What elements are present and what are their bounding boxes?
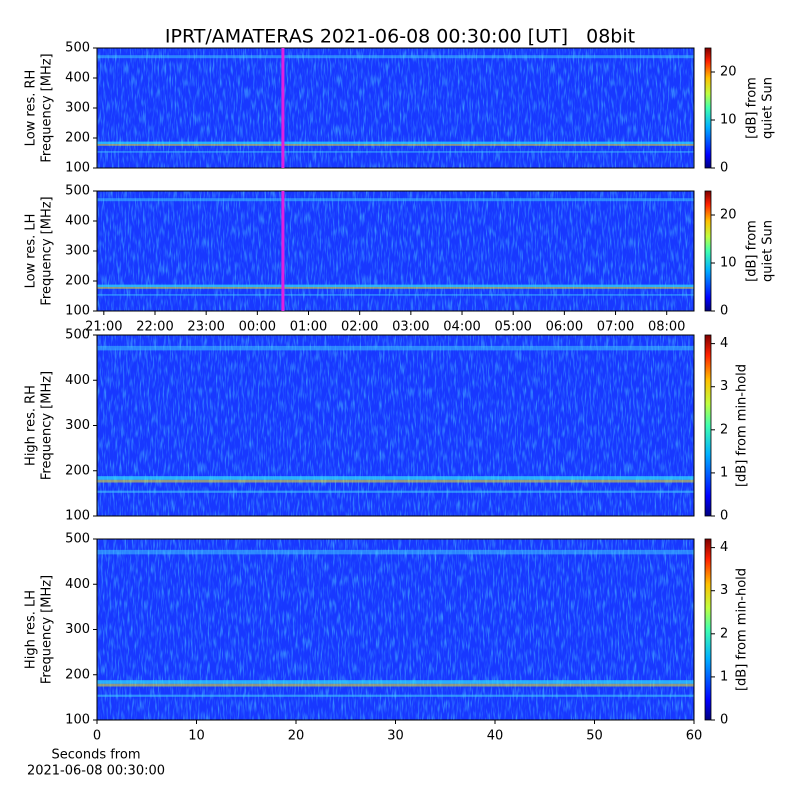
x-axis-label: 2021-06-08 00:30:00 bbox=[27, 764, 165, 779]
x-tick-label: 01:00 bbox=[290, 320, 327, 335]
y-tick-label: 300 bbox=[65, 244, 90, 259]
x-tick-label: 10 bbox=[188, 729, 205, 744]
y-tick-label: 100 bbox=[65, 161, 90, 176]
heatmap-band bbox=[97, 683, 694, 687]
colorbar-tick-label: 10 bbox=[720, 113, 737, 128]
y-tick-label: 300 bbox=[65, 622, 90, 637]
colorbar-tick-label: 4 bbox=[720, 540, 728, 555]
x-tick-label: 03:00 bbox=[392, 320, 429, 335]
x-tick-label: 23:00 bbox=[187, 320, 224, 335]
colorbar-tick-label: 4 bbox=[720, 336, 728, 351]
colorbar-tick-label: 10 bbox=[720, 256, 737, 271]
colorbar-tick-label: 20 bbox=[720, 65, 737, 80]
heatmap-band bbox=[97, 490, 694, 493]
heatmap-band bbox=[97, 55, 694, 59]
y-tick-label: 500 bbox=[65, 532, 90, 547]
heatmap-band bbox=[97, 284, 694, 287]
y-axis-label: Frequency [MHz] bbox=[40, 371, 55, 480]
colorbar-label: [dB] from bbox=[745, 220, 760, 282]
heatmap-band bbox=[97, 198, 694, 202]
heatmap-noise bbox=[97, 539, 694, 720]
y-tick-label: 500 bbox=[65, 328, 90, 343]
colorbar-tick-label: 3 bbox=[720, 379, 728, 394]
colorbar-tick-label: 1 bbox=[720, 465, 728, 480]
y-tick-label: 500 bbox=[65, 184, 90, 199]
heatmap-band bbox=[97, 151, 694, 153]
y-tick-label: 400 bbox=[65, 373, 90, 388]
x-tick-label: 02:00 bbox=[341, 320, 378, 335]
y-axis-label: High res. LH bbox=[24, 590, 39, 669]
y-tick-label: 100 bbox=[65, 304, 90, 319]
y-axis-label: Frequency [MHz] bbox=[40, 575, 55, 684]
y-tick-label: 100 bbox=[65, 713, 90, 728]
x-tick-label: 04:00 bbox=[443, 320, 480, 335]
colorbar-label: quiet Sun bbox=[761, 220, 776, 282]
y-tick-label: 200 bbox=[65, 667, 90, 682]
y-axis-label: High res. RH bbox=[24, 385, 39, 466]
chart-title: IPRT/AMATERAS 2021-06-08 00:30:00 [UT] 0… bbox=[165, 26, 635, 48]
heatmap-band bbox=[97, 345, 694, 351]
heatmap-noise bbox=[97, 48, 694, 168]
y-tick-label: 400 bbox=[65, 577, 90, 592]
x-tick-label: 00:00 bbox=[239, 320, 276, 335]
colorbar-tick-label: 0 bbox=[720, 161, 728, 176]
colorbar-label: quiet Sun bbox=[761, 77, 776, 139]
heatmap-band bbox=[97, 479, 694, 483]
heatmap-band bbox=[97, 144, 694, 146]
y-tick-label: 300 bbox=[65, 101, 90, 116]
heatmap-band bbox=[97, 294, 694, 296]
x-tick-label: 06:00 bbox=[546, 320, 583, 335]
y-axis-label: Low res. RH bbox=[24, 70, 39, 147]
y-tick-label: 500 bbox=[65, 41, 90, 56]
y-tick-label: 200 bbox=[65, 274, 90, 289]
x-tick-label: 30 bbox=[387, 729, 404, 744]
heatmap-band bbox=[97, 549, 694, 555]
colorbar bbox=[704, 538, 712, 721]
x-tick-label: 22:00 bbox=[136, 320, 173, 335]
y-tick-label: 400 bbox=[65, 214, 90, 229]
y-axis-label: Frequency [MHz] bbox=[40, 196, 55, 305]
x-tick-label: 40 bbox=[487, 729, 504, 744]
colorbar-tick-label: 0 bbox=[720, 304, 728, 319]
heatmap-band bbox=[97, 476, 694, 480]
colorbar-tick-label: 2 bbox=[720, 626, 728, 641]
heatmap-noise bbox=[97, 191, 694, 311]
y-tick-label: 200 bbox=[65, 463, 90, 478]
x-tick-label: 60 bbox=[686, 729, 703, 744]
colorbar-tick-label: 20 bbox=[720, 208, 737, 223]
x-tick-label: 21:00 bbox=[85, 320, 122, 335]
colorbar-label: [dB] from bbox=[745, 77, 760, 139]
heatmap-noise bbox=[97, 335, 694, 516]
colorbar-tick-label: 2 bbox=[720, 422, 728, 437]
colorbar-tick-label: 0 bbox=[720, 509, 728, 524]
y-tick-label: 300 bbox=[65, 418, 90, 433]
x-tick-label: 05:00 bbox=[494, 320, 531, 335]
y-tick-label: 400 bbox=[65, 71, 90, 86]
colorbar-label: [dB] from min-hold bbox=[735, 568, 750, 691]
colorbar-label: [dB] from min-hold bbox=[735, 364, 750, 487]
y-axis-label: Low res. LH bbox=[24, 214, 39, 289]
x-axis-label: Seconds from bbox=[51, 748, 140, 763]
colorbar-tick-label: 0 bbox=[720, 713, 728, 728]
x-tick-label: 07:00 bbox=[597, 320, 634, 335]
colorbar-tick-label: 1 bbox=[720, 669, 728, 684]
heatmap-band bbox=[97, 694, 694, 697]
x-tick-label: 50 bbox=[586, 729, 603, 744]
heatmap-band bbox=[97, 680, 694, 684]
heatmap-band bbox=[97, 141, 694, 144]
colorbar bbox=[704, 47, 712, 169]
x-tick-label: 08:00 bbox=[648, 320, 685, 335]
y-tick-label: 100 bbox=[65, 509, 90, 524]
y-axis-label: Frequency [MHz] bbox=[40, 53, 55, 162]
heatmap-band bbox=[97, 287, 694, 289]
x-tick-label: 0 bbox=[93, 729, 101, 744]
x-tick-label: 20 bbox=[288, 729, 305, 744]
y-tick-label: 200 bbox=[65, 131, 90, 146]
colorbar bbox=[704, 190, 712, 312]
colorbar bbox=[704, 334, 712, 517]
colorbar-tick-label: 3 bbox=[720, 583, 728, 598]
